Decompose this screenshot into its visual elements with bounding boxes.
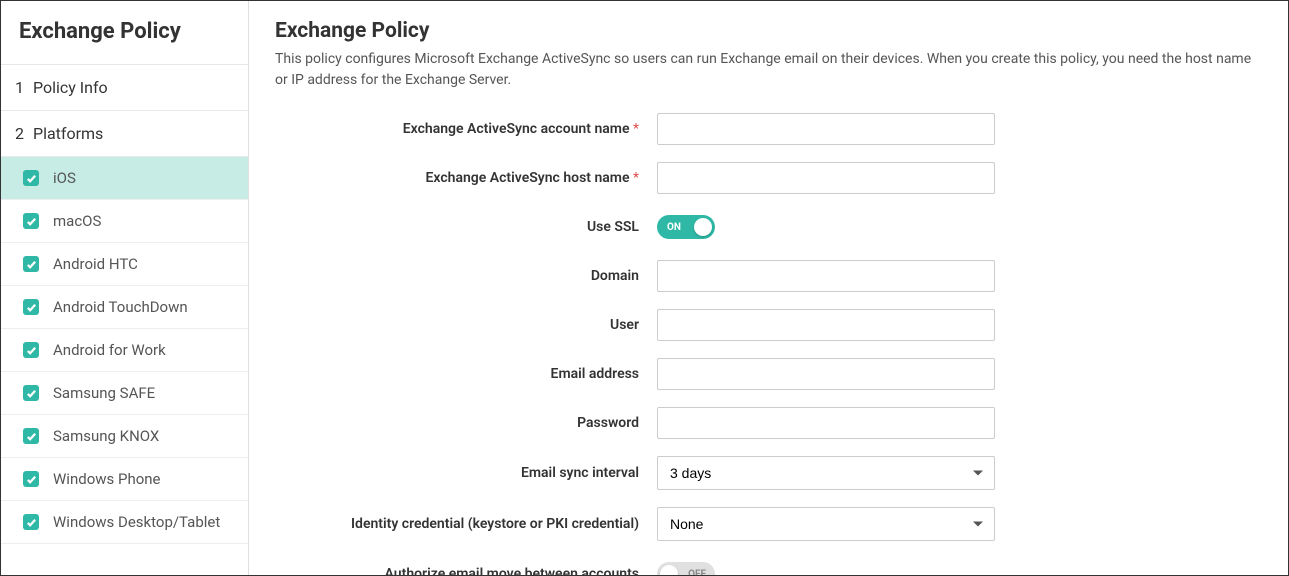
field-email: Email address bbox=[275, 358, 1262, 390]
platform-item-windows-desktop-tablet[interactable]: Windows Desktop/Tablet bbox=[1, 501, 248, 544]
select-identity-cred[interactable]: None bbox=[657, 507, 995, 541]
checkbox-icon[interactable] bbox=[23, 428, 39, 444]
platform-item-macos[interactable]: macOS bbox=[1, 200, 248, 243]
field-use-ssl: Use SSL ON bbox=[275, 211, 1262, 243]
checkbox-icon[interactable] bbox=[23, 213, 39, 229]
platform-item-windows-phone[interactable]: Windows Phone bbox=[1, 458, 248, 501]
input-email[interactable] bbox=[657, 358, 995, 390]
platform-label: Samsung SAFE bbox=[53, 384, 155, 402]
toggle-knob bbox=[694, 218, 712, 236]
label-authorize-move: Authorize email move between accounts bbox=[275, 566, 657, 575]
field-user: User bbox=[275, 309, 1262, 341]
toggle-label-off: OFF bbox=[688, 569, 706, 576]
checkbox-icon[interactable] bbox=[23, 342, 39, 358]
toggle-knob bbox=[660, 565, 678, 575]
platform-label: Android TouchDown bbox=[53, 298, 188, 316]
input-domain[interactable] bbox=[657, 260, 995, 292]
platform-list: iOS macOS Android HTC Android TouchDown Andr… bbox=[1, 156, 248, 544]
required-indicator: * bbox=[633, 170, 639, 186]
main-panel: Exchange Policy This policy configures M… bbox=[249, 1, 1288, 575]
field-host-name: Exchange ActiveSync host name * bbox=[275, 162, 1262, 194]
platform-item-samsung-knox[interactable]: Samsung KNOX bbox=[1, 415, 248, 458]
checkbox-icon[interactable] bbox=[23, 299, 39, 315]
checkbox-icon[interactable] bbox=[23, 514, 39, 530]
label-password: Password bbox=[275, 415, 657, 431]
sidebar: Exchange Policy 1 Policy Info2 Platforms… bbox=[1, 1, 249, 575]
sidebar-step-1[interactable]: 1 Policy Info bbox=[1, 64, 248, 110]
platform-item-samsung-safe[interactable]: Samsung SAFE bbox=[1, 372, 248, 415]
platform-label: Windows Phone bbox=[53, 470, 161, 488]
platform-label: Samsung KNOX bbox=[53, 427, 159, 445]
page-description: This policy configures Microsoft Exchang… bbox=[275, 49, 1262, 91]
label-host-name: Exchange ActiveSync host name * bbox=[275, 170, 657, 186]
field-domain: Domain bbox=[275, 260, 1262, 292]
required-indicator: * bbox=[633, 121, 639, 137]
field-account-name: Exchange ActiveSync account name * bbox=[275, 113, 1262, 145]
checkbox-icon[interactable] bbox=[23, 471, 39, 487]
toggle-use-ssl[interactable]: ON bbox=[657, 215, 715, 239]
sidebar-title: Exchange Policy bbox=[1, 1, 248, 64]
input-user[interactable] bbox=[657, 309, 995, 341]
label-use-ssl: Use SSL bbox=[275, 219, 657, 235]
toggle-label-on: ON bbox=[667, 222, 681, 233]
select-sync-interval[interactable]: 3 days bbox=[657, 456, 995, 490]
field-password: Password bbox=[275, 407, 1262, 439]
input-host-name[interactable] bbox=[657, 162, 995, 194]
input-account-name[interactable] bbox=[657, 113, 995, 145]
label-domain: Domain bbox=[275, 268, 657, 284]
field-authorize-move: Authorize email move between accounts OF… bbox=[275, 558, 1262, 575]
platform-label: Android for Work bbox=[53, 341, 166, 359]
page-title: Exchange Policy bbox=[275, 19, 1262, 43]
platform-label: Windows Desktop/Tablet bbox=[53, 513, 220, 531]
label-account-name: Exchange ActiveSync account name * bbox=[275, 121, 657, 137]
platform-label: iOS bbox=[53, 169, 76, 187]
platform-item-ios[interactable]: iOS bbox=[1, 157, 248, 200]
input-password[interactable] bbox=[657, 407, 995, 439]
platform-item-android-htc[interactable]: Android HTC bbox=[1, 243, 248, 286]
checkbox-icon[interactable] bbox=[23, 256, 39, 272]
label-user: User bbox=[275, 317, 657, 333]
label-identity-cred: Identity credential (keystore or PKI cre… bbox=[275, 516, 657, 532]
label-email: Email address bbox=[275, 366, 657, 382]
platform-item-android-touchdown[interactable]: Android TouchDown bbox=[1, 286, 248, 329]
platform-item-android-for-work[interactable]: Android for Work bbox=[1, 329, 248, 372]
platform-label: macOS bbox=[53, 212, 101, 230]
field-identity-cred: Identity credential (keystore or PKI cre… bbox=[275, 507, 1262, 541]
label-sync-interval: Email sync interval bbox=[275, 465, 657, 481]
checkbox-icon[interactable] bbox=[23, 170, 39, 186]
field-sync-interval: Email sync interval 3 days bbox=[275, 456, 1262, 490]
platform-label: Android HTC bbox=[53, 255, 138, 273]
toggle-authorize-move[interactable]: OFF bbox=[657, 562, 715, 575]
checkbox-icon[interactable] bbox=[23, 385, 39, 401]
sidebar-step-2[interactable]: 2 Platforms bbox=[1, 110, 248, 156]
